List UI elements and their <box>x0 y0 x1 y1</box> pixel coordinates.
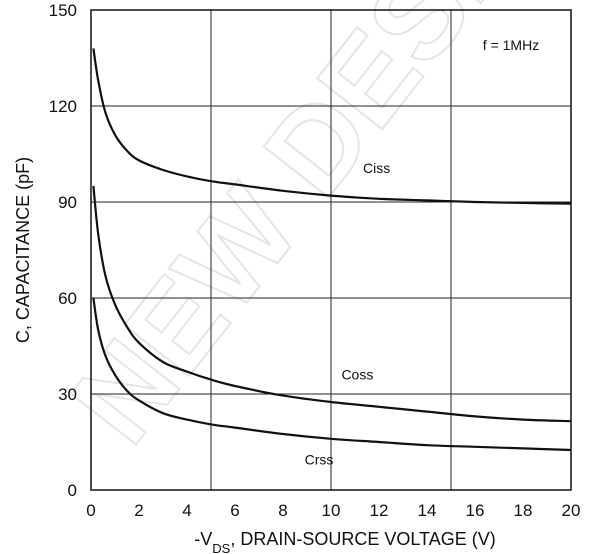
x-tick-label: 4 <box>182 501 191 520</box>
series-line-crss <box>92 297 572 452</box>
y-tick-label: 120 <box>49 97 77 116</box>
y-axis-title: C, CAPACITANCE (pF) <box>13 157 33 343</box>
x-tick-label: 18 <box>514 501 533 520</box>
series-labels: Ciss Coss Crss <box>305 160 391 467</box>
x-tick-label: 10 <box>322 501 341 520</box>
y-tick-label: 30 <box>58 385 77 404</box>
x-axis-title: -VDS, DRAIN-SOURCE VOLTAGE (V) <box>194 529 495 554</box>
watermark-text: NEW DESIGN <box>46 0 599 467</box>
y-tick-label: 90 <box>58 193 77 212</box>
y-tick-label: 0 <box>68 481 77 500</box>
frequency-annotation: f = 1MHz <box>483 37 539 53</box>
x-tick-label: 8 <box>278 501 287 520</box>
x-axis-title-subscript: DS <box>212 541 230 554</box>
plot-area-frame <box>90 9 572 491</box>
series-label-coss: Coss <box>341 367 373 383</box>
series-lines <box>92 48 572 452</box>
x-tick-label: 0 <box>86 501 95 520</box>
series-line-ciss <box>92 48 572 205</box>
x-tick-label: 6 <box>230 501 239 520</box>
x-tick-label: 12 <box>370 501 389 520</box>
series-label-ciss: Ciss <box>363 160 390 176</box>
series-line-coss <box>92 185 572 423</box>
y-tick-label: 150 <box>49 1 77 20</box>
x-axis-title-suffix: , DRAIN-SOURCE VOLTAGE (V) <box>230 529 495 549</box>
y-tick-label: 60 <box>58 289 77 308</box>
x-tick-label: 16 <box>466 501 485 520</box>
grid-lines <box>91 10 571 490</box>
x-tick-label: 20 <box>562 501 581 520</box>
x-axis-title-prefix: -V <box>194 529 212 549</box>
x-tick-label: 14 <box>418 501 437 520</box>
x-tick-label: 2 <box>134 501 143 520</box>
tick-labels: 0 2 4 6 8 10 12 14 16 18 20 0 30 60 90 120 150 <box>49 1 581 520</box>
series-label-crss: Crss <box>305 451 334 467</box>
